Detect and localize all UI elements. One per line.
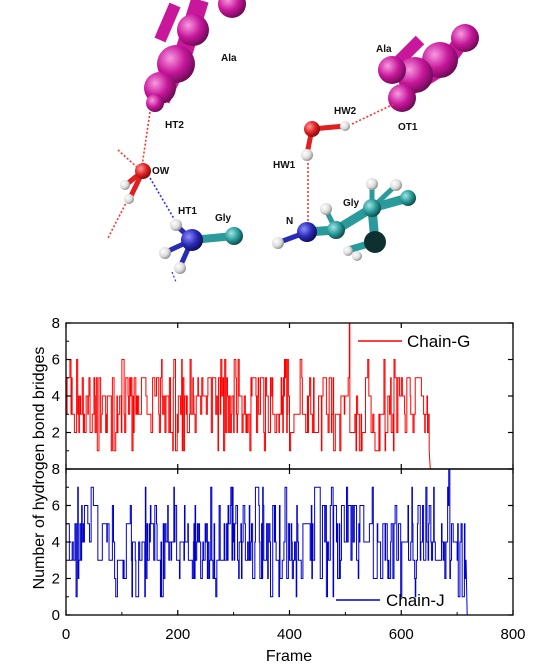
y-axis-title: Number of hydrogen bond bridges [31, 347, 48, 590]
label-ht1: HT1 [178, 206, 197, 217]
label-left-gly: Gly [215, 213, 232, 224]
x-tick-label: 600 [389, 626, 414, 643]
label-ow: OW [152, 166, 170, 177]
label-right-ala: Ala [376, 44, 392, 55]
right-ala-residue [378, 24, 479, 112]
y-tick-label: 6 [52, 352, 60, 369]
y-tick-label: 2 [52, 425, 60, 442]
y-tick-label: 8 [52, 461, 60, 478]
label-n: N [286, 216, 293, 227]
label-ht2: HT2 [165, 120, 184, 131]
x-tick-label: 0 [62, 626, 70, 643]
right-gly-residue [272, 178, 416, 261]
legend-label-chain-j: Chain-J [386, 591, 445, 610]
y-tick-label: 6 [52, 498, 60, 515]
y-tick-label: 4 [52, 388, 60, 405]
molecular-structure-panel: Ala HT2 OW HT1 Gly [107, 0, 479, 283]
label-ot1: OT1 [398, 122, 418, 133]
x-tick-label: 400 [277, 626, 302, 643]
y-tick-label: 2 [52, 571, 60, 588]
y-tick-label: 4 [52, 534, 60, 551]
legend-label-chain-g: Chain-G [407, 332, 470, 351]
hbond-bridges-chart: 2 4 6 8 Chain-G 0 2 4 6 8 Chain-J 0 200 400 600 800 Fra… [31, 315, 526, 665]
x-tick-label: 800 [500, 626, 525, 643]
y-tick-label: 8 [52, 315, 60, 332]
left-water-molecule [120, 163, 151, 204]
right-hbonds [307, 102, 397, 225]
left-gly-residue [159, 219, 243, 274]
y-tick-label: 0 [52, 607, 60, 624]
right-water-molecule [301, 121, 350, 161]
label-right-gly: Gly [343, 198, 360, 209]
x-tick-label: 200 [165, 626, 190, 643]
label-left-ala: Ala [221, 53, 237, 64]
left-ala-residue [144, 0, 246, 112]
label-hw2: HW2 [334, 106, 357, 117]
series-line-chain-g [66, 322, 513, 470]
series-line-chain-j [66, 468, 513, 616]
x-axis-title: Frame [266, 648, 312, 665]
label-hw1: HW1 [273, 160, 296, 171]
